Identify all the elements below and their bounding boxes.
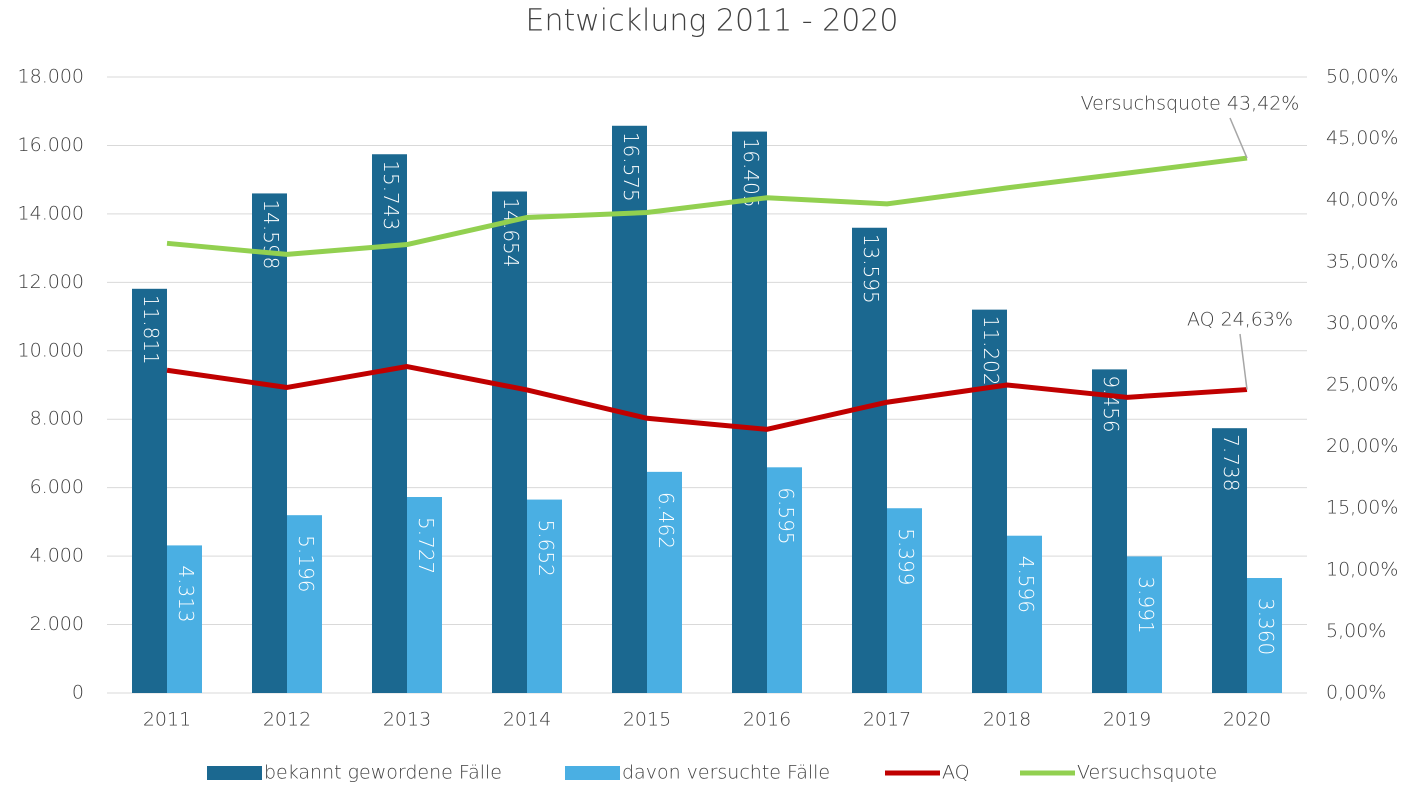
y2-tick-label: 15,00% [1326,497,1398,519]
annotation: AQ 24,63% [1187,309,1293,331]
y2-tick-label: 40,00% [1326,189,1398,211]
y2-tick-label: 0,00% [1326,682,1386,704]
data-label: 5.399 [894,528,918,585]
legend-label: AQ [942,762,970,784]
bar [252,193,287,693]
y2-tick-label: 45,00% [1326,127,1398,149]
bar [1007,535,1042,693]
data-label: 14.598 [259,199,283,269]
bar [167,545,202,693]
bar [887,508,922,693]
x-tick-label: 2013 [383,709,431,731]
y-tick-label: 6.000 [30,476,84,498]
data-label: 7.738 [1219,434,1243,491]
y-tick-label: 0 [72,682,84,704]
y-tick-label: 16.000 [18,134,84,156]
data-label: 15.743 [379,160,403,230]
bar [287,515,322,693]
x-tick-label: 2018 [983,709,1031,731]
x-tick-label: 2016 [743,709,791,731]
bar [527,499,562,693]
y2-tick-label: 35,00% [1326,250,1398,272]
data-label: 3.360 [1254,598,1278,655]
chart-title: Entwicklung 2011 - 2020 [526,4,899,39]
legend-swatch [565,766,620,780]
y-tick-label: 8.000 [30,408,84,430]
x-tick-label: 2012 [263,709,311,731]
x-tick-label: 2015 [623,709,671,731]
line [166,364,1248,432]
data-label: 11.202 [979,316,1003,386]
y-tick-label: 10.000 [18,339,84,361]
bar [1092,369,1127,693]
data-label: 4.313 [174,565,198,622]
data-label: 16.405 [739,138,763,208]
x-tick-label: 2019 [1103,709,1151,731]
y-tick-label: 4.000 [30,545,84,567]
bar [132,288,167,693]
data-label: 14.654 [499,198,523,268]
data-label: 5.196 [294,535,318,592]
y2-tick-label: 10,00% [1326,558,1398,580]
bar [407,497,442,693]
line [166,155,1248,257]
bar [372,154,407,693]
legend-label: Versuchsquote [1077,762,1217,784]
bar [647,471,682,693]
y-tick-label: 14.000 [18,202,84,224]
bar [767,467,802,693]
bar [852,227,887,693]
legend-label: davon versuchte Fälle [622,762,830,784]
data-label: 4.596 [1014,556,1038,613]
x-tick-label: 2020 [1223,709,1271,731]
legend-label: bekannt gewordene Fälle [264,762,502,784]
y2-tick-label: 50,00% [1326,66,1398,88]
y-tick-label: 12.000 [18,271,84,293]
bar [732,131,767,693]
y2-tick-label: 20,00% [1326,435,1398,457]
bar [1247,578,1282,693]
annotation: Versuchsquote 43,42% [1081,93,1300,115]
legend-swatch [207,766,262,780]
data-label: 5.727 [414,517,438,574]
annotation-leader [1239,333,1248,390]
bar [1212,428,1247,693]
data-label: 16.575 [619,132,643,202]
x-tick-label: 2014 [503,709,551,731]
y2-tick-label: 30,00% [1326,312,1398,334]
data-label: 11.811 [139,295,163,365]
x-tick-label: 2011 [143,709,191,731]
y2-tick-label: 5,00% [1326,620,1386,642]
data-label: 6.595 [774,487,798,544]
data-label: 13.595 [859,234,883,304]
y-tick-label: 18.000 [18,66,84,88]
data-label: 5.652 [534,520,558,577]
annotation-leader [1229,117,1248,159]
bar [972,309,1007,693]
y2-tick-label: 25,00% [1326,374,1398,396]
data-label: 9.456 [1099,375,1123,432]
x-tick-label: 2017 [863,709,911,731]
data-label: 3.991 [1134,576,1158,633]
data-label: 6.462 [654,492,678,549]
y-tick-label: 2.000 [30,613,84,635]
bar [1127,556,1162,693]
bar [492,191,527,693]
